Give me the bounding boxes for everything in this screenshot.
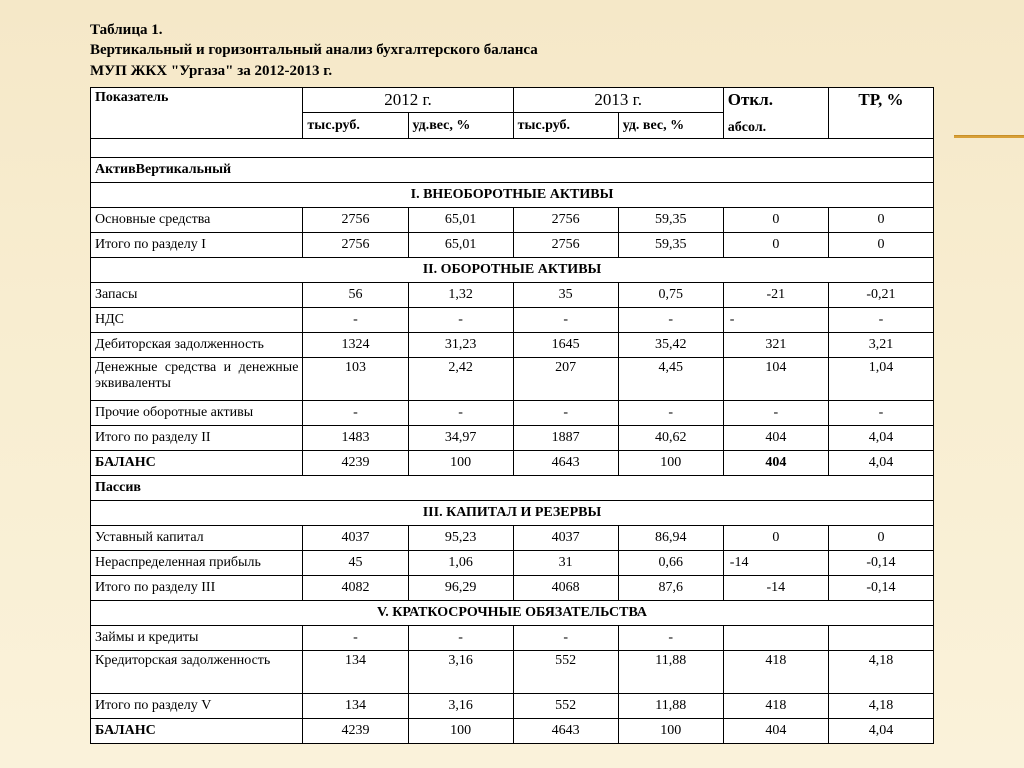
title-line-2: Вертикальный и горизонтальный анализ бух… [90, 40, 934, 60]
title-line-3: МУП ЖКХ "Ургаза" за 2012-2013 г. [90, 61, 934, 81]
title-block: Таблица 1. Вертикальный и горизонтальный… [90, 20, 934, 81]
table-row: Запасы561,32350,75-21-0,21 [91, 282, 934, 307]
document-sheet: Таблица 1. Вертикальный и горизонтальный… [0, 0, 1024, 744]
table-row: Итого по разделу V1343,1655211,884184,18 [91, 693, 934, 718]
table-row: Кредиторская задолженность1343,1655211,8… [91, 650, 934, 693]
col-2013-udv: уд. вес, % [618, 113, 723, 139]
table-row: Основные средства275665,01275659,3500 [91, 207, 934, 232]
table-row: Прочие оборотные активы------ [91, 400, 934, 425]
table-row: Денежные средства и денежные эквиваленты… [91, 357, 934, 400]
header-row-1: Показатель 2012 г. 2013 г. Откл. абсол. … [91, 87, 934, 113]
section-3: III. КАПИТАЛ И РЕЗЕРВЫ [91, 500, 934, 525]
slide-accent-line [954, 135, 1024, 138]
balance-table: Показатель 2012 г. 2013 г. Откл. абсол. … [90, 87, 934, 744]
col-2013-thr: тыс.руб. [513, 113, 618, 139]
abs-label: абсол. [728, 120, 824, 136]
spacer-row [91, 138, 934, 157]
col-2012-thr: тыс.руб. [303, 113, 408, 139]
table-row-balance: БАЛАНС423910046431004044,04 [91, 450, 934, 475]
table-row: Итого по разделу III408296,29406887,6-14… [91, 575, 934, 600]
section-4: V. КРАТКОСРОЧНЫЕ ОБЯЗАТЕЛЬСТВА [91, 600, 934, 625]
table-row: Дебиторская задолженность132431,23164535… [91, 332, 934, 357]
table-row: НДС------ [91, 307, 934, 332]
dev-label: Откл. [728, 90, 824, 110]
table-row: Нераспределенная прибыль451,06310,66-14-… [91, 550, 934, 575]
table-row-balance: БАЛАНС423910046431004044,04 [91, 718, 934, 743]
section-1: I. ВНЕОБОРОТНЫЕ АКТИВЫ [91, 182, 934, 207]
table-row: Итого по разделу II148334,97188740,62404… [91, 425, 934, 450]
section-active: АктивВертикальный [91, 157, 934, 182]
col-indicator: Показатель [91, 87, 303, 138]
section-passive: Пассив [91, 475, 934, 500]
table-row: Итого по разделу I275665,01275659,3500 [91, 232, 934, 257]
table-row: Уставный капитал403795,23403786,9400 [91, 525, 934, 550]
col-2012-udv: уд.вес, % [408, 113, 513, 139]
col-2012: 2012 г. [303, 87, 513, 113]
section-2: II. ОБОРОТНЫЕ АКТИВЫ [91, 257, 934, 282]
table-row: Займы и кредиты---- [91, 625, 934, 650]
col-dev: Откл. абсол. [723, 87, 828, 138]
col-2013: 2013 г. [513, 87, 723, 113]
col-tr: ТР, % [828, 87, 933, 138]
title-line-1: Таблица 1. [90, 20, 934, 40]
